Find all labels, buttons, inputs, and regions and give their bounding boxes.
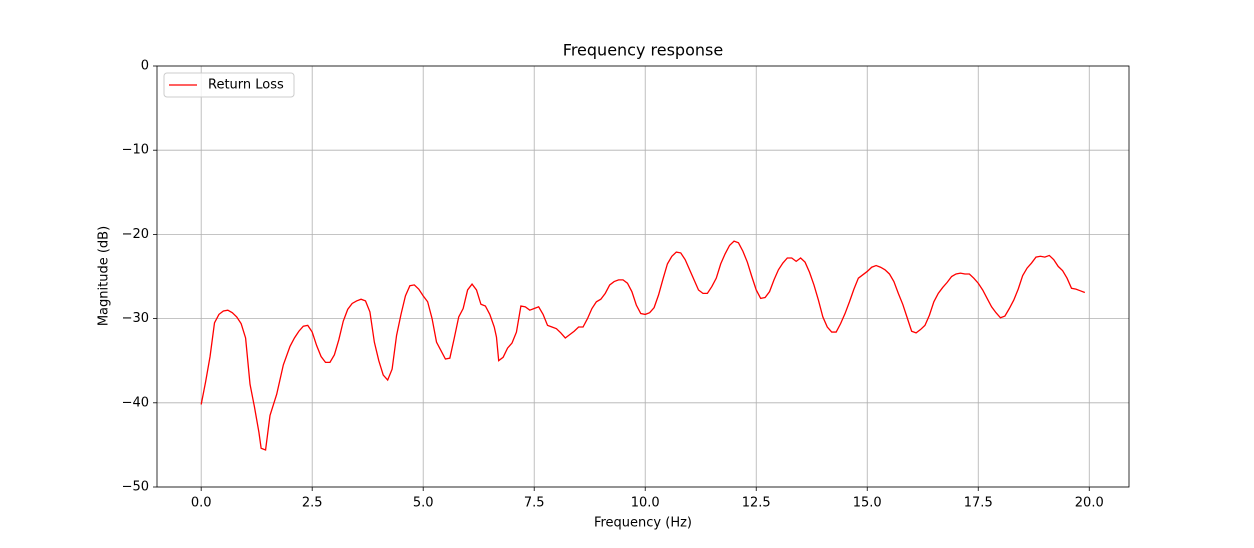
x-tick-label: 2.5 — [302, 496, 323, 511]
chart-title: Frequency response — [563, 41, 723, 60]
x-tick-label: 5.0 — [413, 496, 434, 511]
legend-label: Return Loss — [208, 78, 284, 93]
x-tick-label: 10.0 — [631, 496, 660, 511]
x-axis-label: Frequency (Hz) — [594, 516, 692, 531]
y-tick-label: −20 — [122, 227, 149, 242]
y-tick-label: −30 — [122, 311, 149, 326]
x-tick-label: 12.5 — [742, 496, 771, 511]
line-series — [200, 240, 1086, 451]
y-axis-label: Magnitude (dB) — [97, 226, 112, 326]
y-tick-label: −40 — [122, 395, 149, 410]
x-tick-label: 17.5 — [964, 496, 993, 511]
legend-box — [163, 72, 295, 98]
y-tick-label: 0 — [141, 59, 149, 74]
x-tick-label: 20.0 — [1075, 496, 1104, 511]
x-tick-label: 0.0 — [191, 496, 212, 511]
y-tick-label: −10 — [122, 143, 149, 158]
y-tick-label: −50 — [122, 480, 149, 495]
x-tick-label: 15.0 — [853, 496, 882, 511]
plot-frame — [156, 65, 1130, 488]
x-tick-label: 7.5 — [524, 496, 545, 511]
